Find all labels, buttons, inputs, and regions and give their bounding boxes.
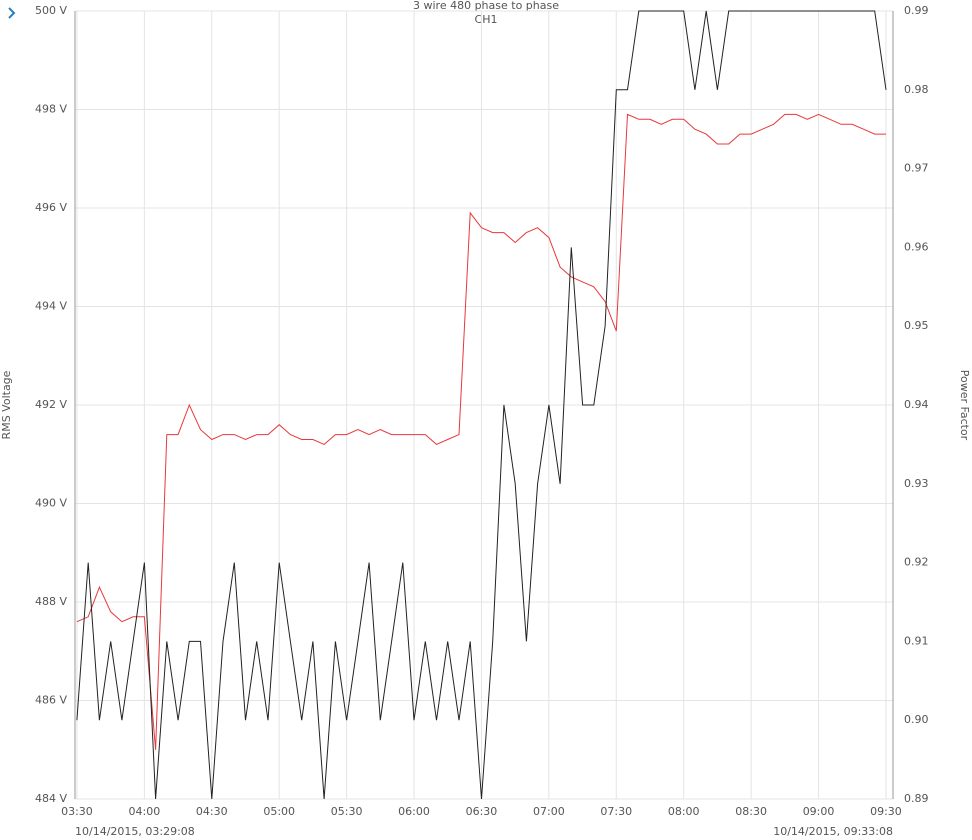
y2-tick-label: 0.96	[904, 240, 929, 253]
x-range-start: 10/14/2015, 03:29:08	[75, 825, 195, 838]
y2-tick-label: 0.95	[904, 319, 929, 332]
data-line	[76, 10, 887, 800]
y-tick-label: 492 V	[35, 398, 67, 411]
x-range-end: 10/14/2015, 09:33:08	[773, 825, 893, 838]
x-tick-label: 09:00	[803, 805, 835, 818]
y-tick-label: 488 V	[35, 595, 67, 608]
y-tick-label: 496 V	[35, 201, 67, 214]
x-tick-label: 06:00	[398, 805, 430, 818]
y2-tick-label: 0.91	[904, 634, 929, 647]
x-tick-label: 07:00	[533, 805, 565, 818]
y2-tick-label: 0.94	[904, 398, 929, 411]
y2-tick-label: 0.90	[904, 713, 929, 726]
y-tick-label: 486 V	[35, 694, 67, 707]
y-tick-label: 484 V	[35, 792, 67, 805]
y2-axis-label: Power Factor	[958, 370, 971, 441]
x-tick-label: 08:30	[735, 805, 767, 818]
y2-tick-label: 0.98	[904, 83, 929, 96]
x-tick-label: 09:30	[870, 805, 902, 818]
y-tick-label: 490 V	[35, 497, 67, 510]
x-tick-label: 04:00	[129, 805, 161, 818]
y-tick-label: 498 V	[35, 103, 67, 116]
expand-icon[interactable]	[8, 7, 16, 19]
y-axis-label: RMS Voltage	[0, 370, 13, 439]
y2-tick-label: 0.97	[904, 162, 929, 175]
x-tick-label: 04:30	[196, 805, 228, 818]
y2-tick-label: 0.99	[904, 4, 929, 17]
chart-title: 3 wire 480 phase to phase	[413, 0, 559, 12]
data-line	[76, 113, 886, 750]
x-tick-label: 07:30	[600, 805, 632, 818]
y-tick-label: 500 V	[35, 4, 67, 17]
x-tick-label: 05:00	[263, 805, 295, 818]
x-tick-label: 06:30	[466, 805, 498, 818]
x-tick-label: 03:30	[61, 805, 93, 818]
y2-tick-label: 0.92	[904, 556, 929, 569]
y2-tick-label: 0.93	[904, 477, 929, 490]
y2-tick-label: 0.89	[904, 792, 929, 805]
x-tick-label: 08:00	[668, 805, 700, 818]
chart-subtitle: CH1	[475, 13, 498, 26]
y-tick-label: 494 V	[35, 300, 67, 313]
x-tick-label: 05:30	[331, 805, 363, 818]
